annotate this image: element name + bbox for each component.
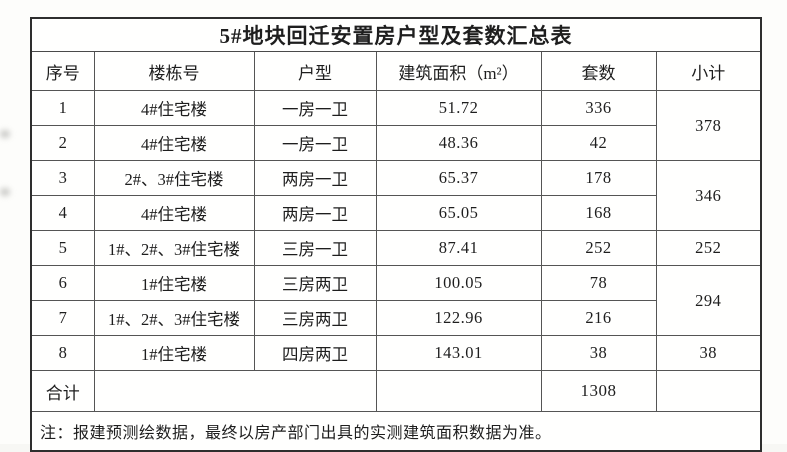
total-row: 合计 1308 [30,370,762,412]
cell-subtotal: 252 [655,230,762,266]
column-header-serial: 序号 [30,51,95,91]
cell-area: 143.01 [375,335,542,371]
cell-building: 1#住宅楼 [93,335,255,371]
cell-units: 178 [540,160,657,196]
column-header-subtotal: 小计 [655,51,762,91]
cell-serial: 6 [30,265,95,301]
table-row: 8 1#住宅楼 四房两卫 143.01 38 38 [30,335,762,371]
cell-subtotal: 378 [655,90,762,161]
cell-subtotal: 346 [655,160,762,231]
cell-unit-type: 两房一卫 [253,195,377,231]
column-header-area: 建筑面积（m²） [375,51,542,91]
cell-unit-type: 三房两卫 [253,300,377,336]
cell-unit-type: 两房一卫 [253,160,377,196]
cell-unit-type: 三房两卫 [253,265,377,301]
title-row: 5#地块回迁安置房户型及套数汇总表 [30,17,762,52]
total-merged-empty-cell [93,370,377,412]
cell-building: 4#住宅楼 [93,195,255,231]
column-header-units: 套数 [540,51,657,91]
total-label-cell: 合计 [30,370,95,412]
cell-unit-type: 一房一卫 [253,125,377,161]
scan-artifact [0,188,10,196]
cell-serial: 3 [30,160,95,196]
cell-unit-type: 三房一卫 [253,230,377,266]
cell-serial: 2 [30,125,95,161]
total-units-cell: 1308 [540,370,657,412]
table-row: 1 4#住宅楼 一房一卫 51.72 336 378 [30,90,762,161]
cell-building: 4#住宅楼 [93,125,255,161]
cell-area: 100.05 [375,265,542,301]
total-subtotal-empty-cell [655,370,762,412]
scan-artifact [0,130,10,138]
cell-serial: 1 [30,90,95,126]
note-row: 注：报建预测绘数据，最终以房产部门出具的实测建筑面积数据为准。 [30,411,762,452]
cell-area: 48.36 [375,125,542,161]
column-header-building: 楼栋号 [93,51,255,91]
header-row: 序号 楼栋号 户型 建筑面积（m²） 套数 小计 [30,51,762,91]
cell-serial: 4 [30,195,95,231]
cell-building: 1#、2#、3#住宅楼 [93,230,255,266]
cell-building: 2#、3#住宅楼 [93,160,255,196]
cell-serial: 8 [30,335,95,371]
cell-building: 4#住宅楼 [93,90,255,126]
summary-table: 5#地块回迁安置房户型及套数汇总表 序号 楼栋号 户型 建筑面积（m²） 套数 … [30,17,762,452]
column-header-unit-type: 户型 [253,51,377,91]
cell-area: 87.41 [375,230,542,266]
cell-units: 168 [540,195,657,231]
cell-units: 252 [540,230,657,266]
cell-units: 78 [540,265,657,301]
cell-units: 42 [540,125,657,161]
cell-area: 51.72 [375,90,542,126]
cell-area: 65.05 [375,195,542,231]
table-row: 7 1#、2#、3#住宅楼 三房两卫 122.96 216 [30,300,761,336]
table-row: 5 1#、2#、3#住宅楼 三房一卫 87.41 252 252 [30,230,762,266]
cell-units: 336 [540,90,657,126]
cell-units: 38 [540,335,657,371]
table-note: 注：报建预测绘数据，最终以房产部门出具的实测建筑面积数据为准。 [30,411,762,452]
total-area-empty-cell [375,370,542,412]
table-row: 3 2#、3#住宅楼 两房一卫 65.37 178 346 [30,160,762,231]
cell-area: 65.37 [375,160,542,196]
table-row: 4 4#住宅楼 两房一卫 65.05 168 [30,195,761,231]
cell-building: 1#、2#、3#住宅楼 [93,300,255,336]
cell-unit-type: 一房一卫 [253,90,377,126]
cell-serial: 7 [30,300,95,336]
cell-unit-type: 四房两卫 [253,335,377,371]
cell-building: 1#住宅楼 [93,265,255,301]
cell-units: 216 [540,300,657,336]
cell-serial: 5 [30,230,95,266]
cell-subtotal: 38 [655,335,762,371]
cell-area: 122.96 [375,300,542,336]
table-row: 2 4#住宅楼 一房一卫 48.36 42 [30,125,761,161]
cell-subtotal: 294 [655,265,762,336]
table-row: 6 1#住宅楼 三房两卫 100.05 78 294 [30,265,762,336]
table-title: 5#地块回迁安置房户型及套数汇总表 [30,17,762,52]
